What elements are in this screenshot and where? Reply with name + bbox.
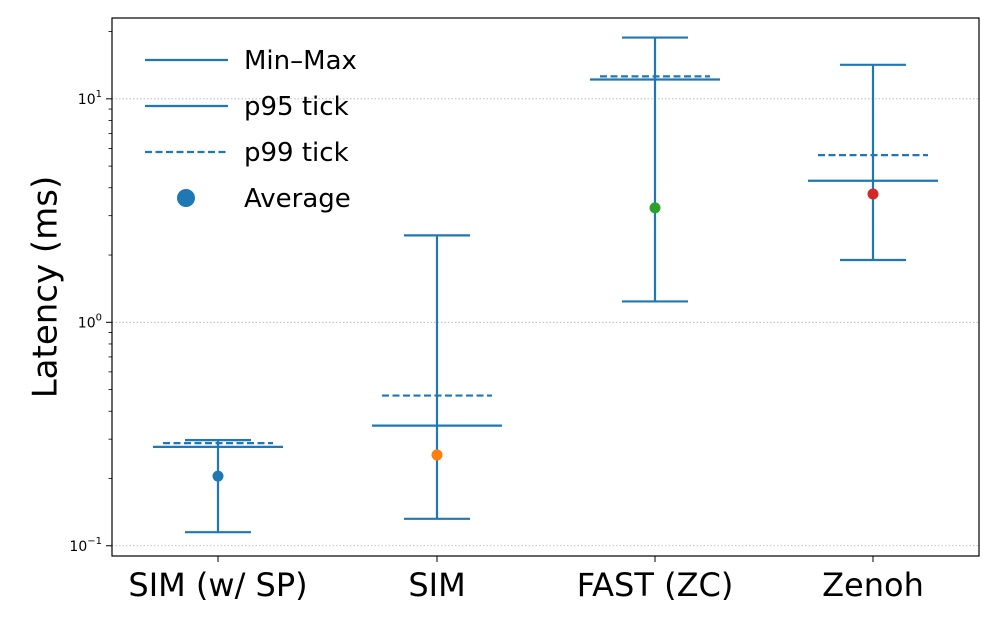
average-point-2 (649, 202, 661, 214)
x-tick-label-0: SIM (w/ SP) (128, 566, 307, 604)
axes: 10−1 100 101 SIM (w/ SP) SIM FAST (ZC) Zenoh (69, 31, 924, 604)
average-point-0 (212, 470, 224, 482)
x-tick-label-3: Zenoh (822, 566, 924, 604)
legend-label-0: Min–Max (244, 46, 357, 76)
legend-marker-average (177, 189, 195, 207)
legend: Min–Max p95 tick p99 tick Average (145, 46, 357, 214)
legend-label-3: Average (244, 184, 351, 214)
y-tick-label: 101 (78, 89, 102, 108)
legend-label-2: p99 tick (244, 138, 349, 168)
y-tick-label: 100 (78, 312, 102, 331)
average-point-1 (431, 449, 443, 461)
data-series (153, 36, 938, 534)
plot-area-frame (111, 17, 980, 557)
x-tick-label-1: SIM (408, 566, 465, 604)
average-point-3 (867, 188, 879, 200)
y-tick-label: 10−1 (69, 536, 102, 555)
gridlines (112, 98, 979, 547)
legend-label-1: p95 tick (244, 92, 349, 122)
y-axis-label: Latency (ms) (26, 176, 66, 399)
x-tick-label-2: FAST (ZC) (577, 566, 734, 604)
